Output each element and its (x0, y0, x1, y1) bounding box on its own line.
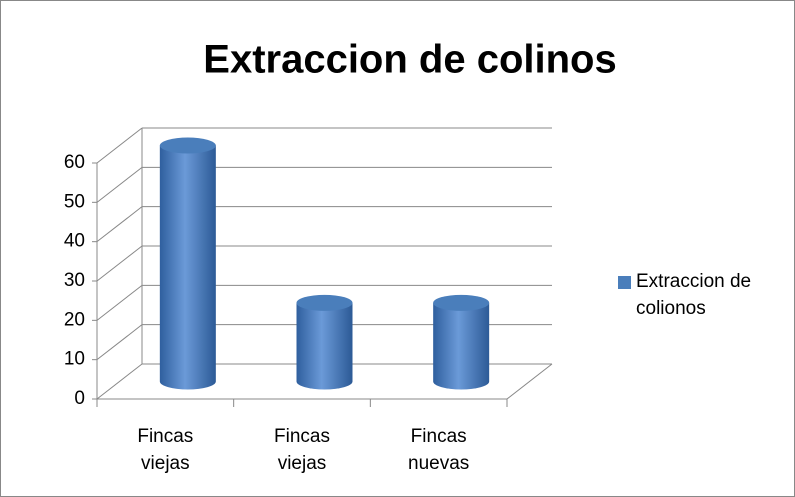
legend-label: Extraccion de colionos (636, 271, 752, 319)
bar-part (296, 294, 353, 311)
y-tick-label: 50 (64, 191, 85, 212)
y-tick-label: 20 (64, 309, 85, 330)
floor-edge (506, 363, 553, 400)
bar (433, 294, 490, 390)
y-tick-label: 40 (64, 231, 85, 252)
bar-part (296, 302, 353, 390)
bar-part (159, 137, 216, 154)
y-tick-label: 10 (64, 349, 85, 370)
x-tick-label: Fincas viejas (274, 426, 330, 474)
grid-line (96, 363, 143, 400)
bar-part (159, 145, 216, 390)
y-tick-label: 0 (74, 388, 85, 409)
y-tick-label: 30 (64, 270, 85, 291)
legend-swatch (618, 276, 631, 289)
x-tick-label: Fincas viejas (137, 426, 194, 474)
bar-part (433, 294, 490, 311)
chart-title: Extraccion de colinos (203, 38, 616, 82)
bar-part (433, 302, 490, 390)
grid-line (96, 206, 143, 243)
grid-line (96, 166, 143, 203)
grid-line (96, 127, 143, 164)
grid-line (96, 324, 143, 361)
grid-line (96, 245, 143, 282)
bar (159, 137, 216, 390)
bar (296, 294, 353, 390)
x-tick-label: Fincas nuevas (408, 426, 470, 474)
y-tick-label: 60 (64, 152, 85, 173)
grid-line (96, 284, 143, 321)
